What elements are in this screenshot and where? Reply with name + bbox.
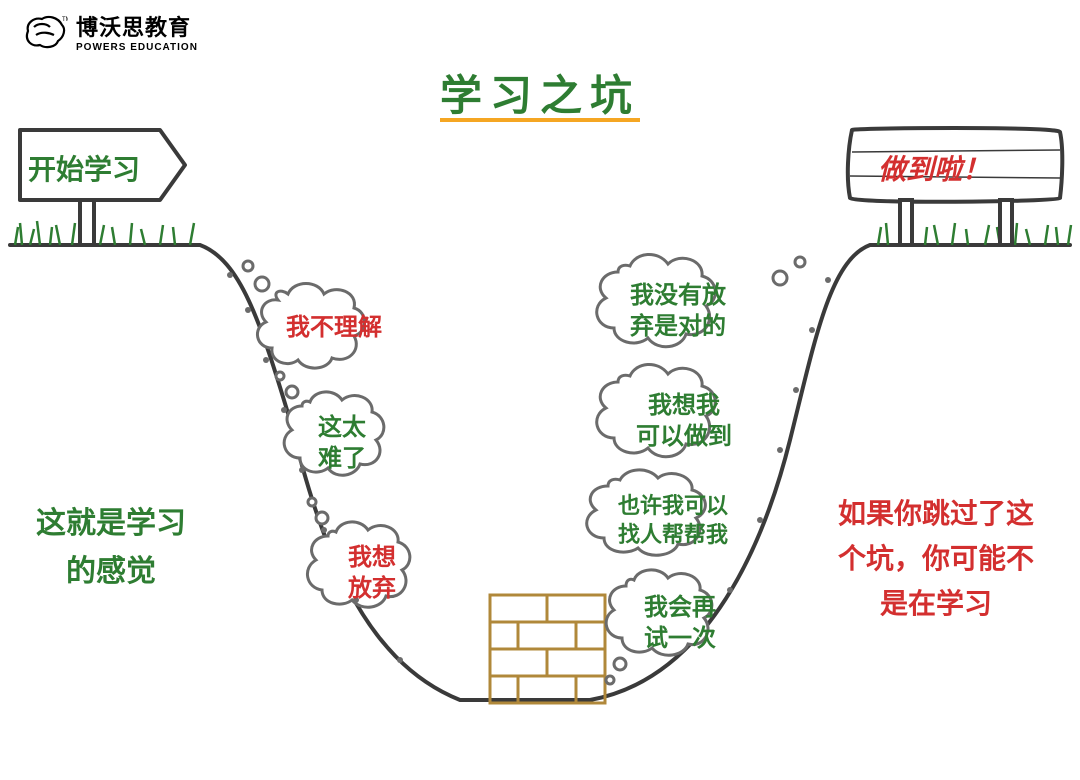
grass-left bbox=[15, 221, 194, 245]
pit-outline bbox=[10, 245, 1070, 700]
left-caption: 这就是学习 的感觉 bbox=[36, 500, 186, 596]
right-caption: 如果你跳过了这 个坑，你可能不 是在学习 bbox=[838, 492, 1034, 626]
bubble-too-hard: 这太 难了 bbox=[318, 412, 366, 474]
brick-wall bbox=[490, 595, 605, 703]
bubble-can-do: 我想我 可以做到 bbox=[636, 390, 732, 452]
learning-pit-diagram bbox=[0, 0, 1080, 780]
bubble-dont-understand: 我不理解 bbox=[286, 312, 382, 343]
bubble-try-again: 我会再 试一次 bbox=[644, 592, 716, 654]
bubble-ask-help: 也许我可以 找人帮帮我 bbox=[618, 492, 728, 549]
end-sign-text: 做到啦！ bbox=[878, 148, 990, 188]
bubble-not-give-up: 我没有放 弃是对的 bbox=[630, 280, 726, 342]
start-sign-text: 开始学习 bbox=[28, 148, 140, 188]
bubble-give-up: 我想 放弃 bbox=[348, 542, 396, 604]
